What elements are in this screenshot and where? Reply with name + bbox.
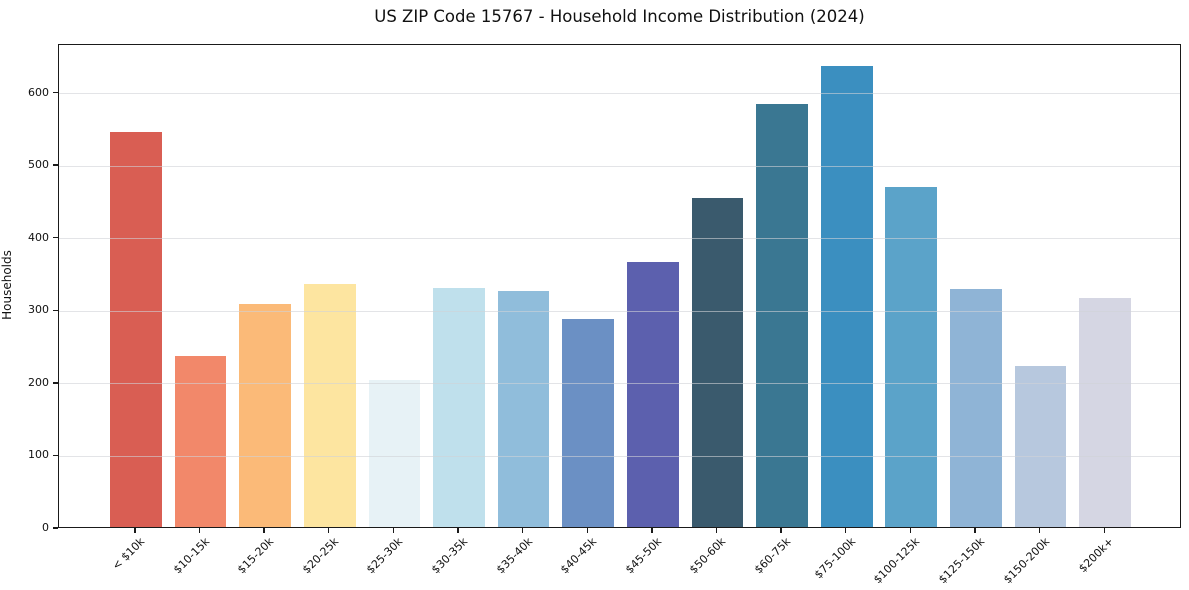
bar-$20-25k [303,283,356,527]
x-tick-mark-14 [1038,528,1041,533]
grid-line-500 [59,165,1180,167]
bar-< $10k [110,131,162,527]
y-tick-mark-200 [53,382,58,384]
grid-line-600 [59,93,1180,95]
bar-$75-100k [820,66,873,527]
grid-line-300 [59,310,1180,312]
x-tick-mark-3 [328,528,330,533]
bar-$25-30k [368,379,421,527]
y-tick-label-200: 200 [28,375,49,389]
x-tick-mark-8 [651,528,653,533]
x-tick-mark-15 [1103,528,1105,533]
plot-area [58,44,1181,528]
y-tick-label-600: 600 [28,85,49,99]
y-tick-mark-300 [53,309,58,311]
bar-$50-60k [691,198,744,527]
x-tick-label-0: < $10k [109,535,148,573]
chart-title: US ZIP Code 15767 - Household Income Dis… [374,7,865,26]
bar-$35-40k [497,291,550,527]
bar-$200k+ [1079,298,1132,527]
x-tick-mark-1 [198,528,201,533]
y-tick-label-100: 100 [28,448,49,462]
grid-line-400 [59,238,1180,240]
x-tick-mark-6 [521,528,524,533]
x-tick-mark-10 [780,528,782,533]
bar-$40-45k [562,319,615,527]
bar-$60-75k [756,103,808,527]
bar-$45-50k [627,262,679,527]
x-tick-mark-5 [457,528,459,533]
grid-line-200 [59,383,1180,385]
y-tick-label-500: 500 [28,158,49,172]
x-tick-mark-13 [974,528,976,533]
y-tick-label-300: 300 [28,303,49,317]
bar-$150-200k [1014,365,1067,527]
y-tick-mark-600 [53,91,58,94]
y-tick-label-400: 400 [28,230,49,244]
y-tick-mark-500 [53,164,58,166]
x-tick-mark-9 [715,528,718,533]
y-tick-mark-100 [53,454,58,457]
bar-$15-20k [239,304,291,527]
grid-line-100 [59,455,1180,457]
bar-$125-150k [950,289,1002,527]
bar-$100-125k [885,186,938,527]
y-tick-mark-0 [53,527,58,529]
y-tick-mark-400 [53,237,58,239]
y-axis-label: Households [0,250,14,320]
x-tick-mark-12 [909,528,912,533]
x-tick-mark-2 [263,528,265,533]
y-tick-label-0: 0 [42,521,49,534]
x-tick-mark-4 [392,528,395,533]
x-tick-mark-7 [586,528,588,533]
x-tick-mark-0 [134,528,136,533]
bar-$30-35k [433,288,485,527]
x-tick-mark-11 [845,528,847,533]
bar-$10-15k [174,356,227,527]
